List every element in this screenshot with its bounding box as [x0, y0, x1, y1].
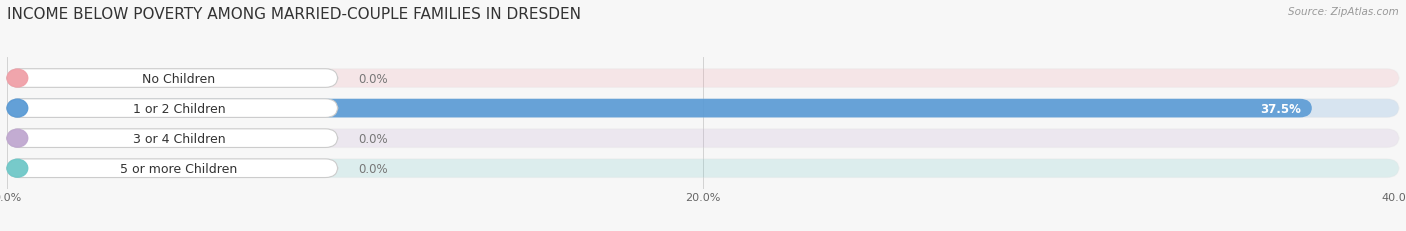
Text: 0.0%: 0.0%	[359, 132, 388, 145]
FancyBboxPatch shape	[7, 70, 337, 88]
Text: 3 or 4 Children: 3 or 4 Children	[132, 132, 225, 145]
Circle shape	[7, 160, 28, 177]
Text: 0.0%: 0.0%	[359, 162, 388, 175]
Text: 0.0%: 0.0%	[359, 72, 388, 85]
Text: Source: ZipAtlas.com: Source: ZipAtlas.com	[1288, 7, 1399, 17]
Circle shape	[7, 130, 28, 147]
Text: 1 or 2 Children: 1 or 2 Children	[132, 102, 225, 115]
FancyBboxPatch shape	[7, 99, 1312, 118]
Text: INCOME BELOW POVERTY AMONG MARRIED-COUPLE FAMILIES IN DRESDEN: INCOME BELOW POVERTY AMONG MARRIED-COUPL…	[7, 7, 581, 22]
FancyBboxPatch shape	[7, 99, 1399, 118]
FancyBboxPatch shape	[7, 159, 1399, 178]
Text: No Children: No Children	[142, 72, 215, 85]
FancyBboxPatch shape	[7, 159, 337, 178]
FancyBboxPatch shape	[7, 129, 1399, 148]
FancyBboxPatch shape	[7, 70, 1399, 88]
Text: 37.5%: 37.5%	[1261, 102, 1302, 115]
Circle shape	[7, 100, 28, 118]
FancyBboxPatch shape	[7, 99, 337, 118]
Circle shape	[7, 70, 28, 88]
Text: 5 or more Children: 5 or more Children	[121, 162, 238, 175]
FancyBboxPatch shape	[7, 129, 337, 148]
